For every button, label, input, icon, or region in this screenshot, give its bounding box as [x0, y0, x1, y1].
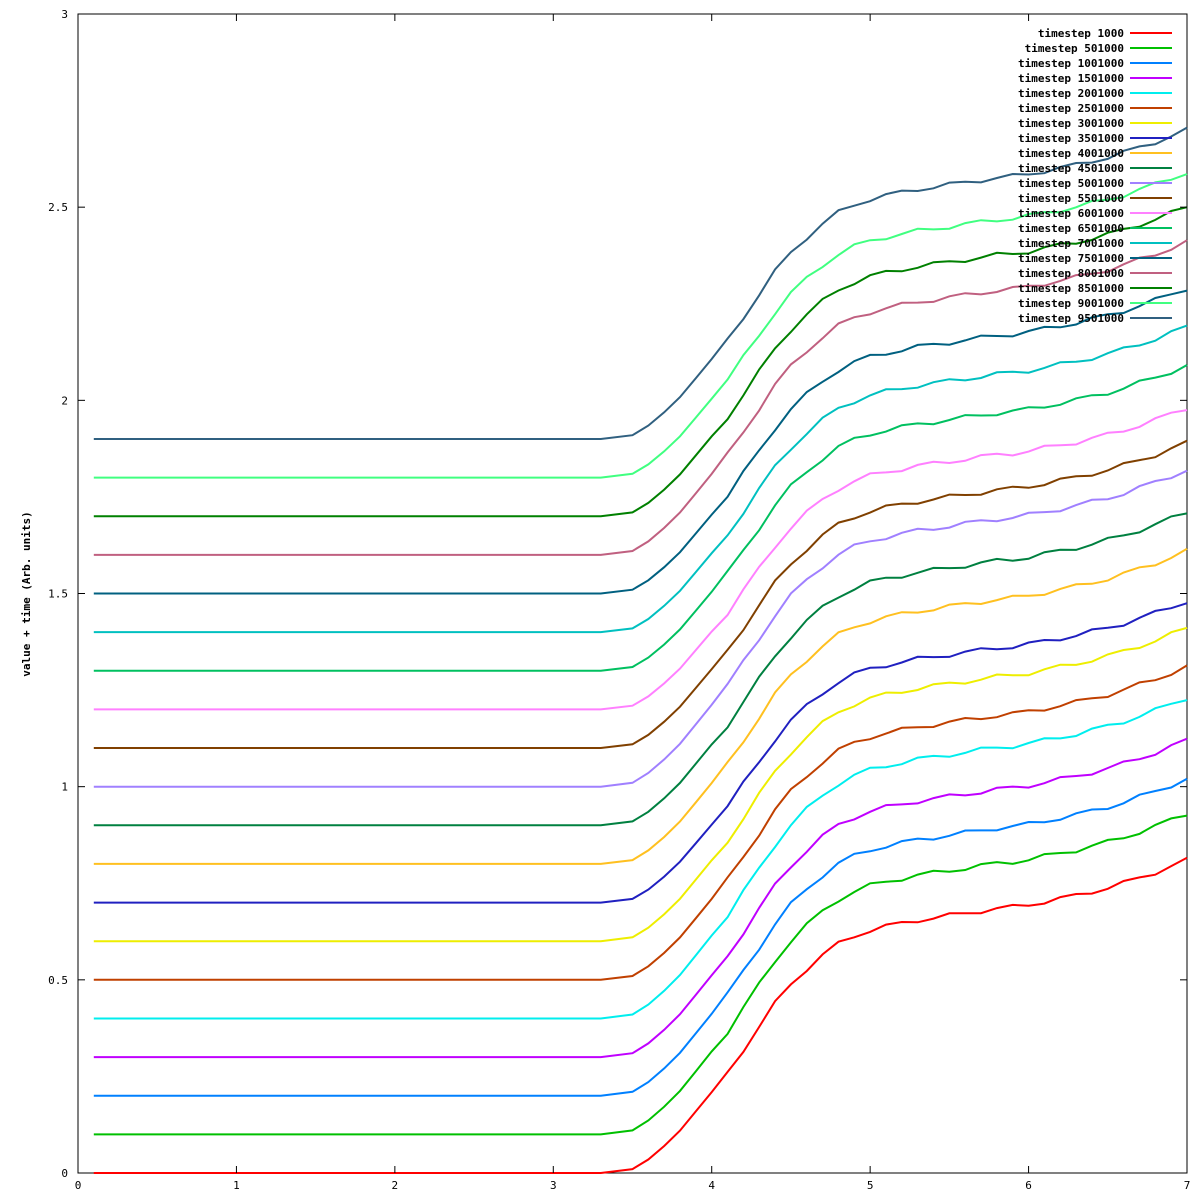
- x-tick-label: 0: [75, 1179, 82, 1192]
- series-line: [93, 664, 1188, 981]
- series-line: [93, 777, 1188, 1097]
- legend-label: timestep 8001000: [1018, 267, 1124, 280]
- x-tick-label: 3: [550, 1179, 557, 1192]
- series-layer: [93, 126, 1188, 1174]
- legend-label: timestep 3501000: [1018, 132, 1124, 145]
- legend-label: timestep 7001000: [1018, 237, 1124, 250]
- series-line: [93, 173, 1188, 479]
- series-line: [93, 439, 1188, 749]
- legend-label: timestep 9501000: [1018, 312, 1124, 325]
- legend-label: timestep 4501000: [1018, 162, 1124, 175]
- series-line: [93, 626, 1188, 943]
- y-axis-label: value + time (Arb. units): [20, 511, 33, 677]
- series-line: [93, 814, 1188, 1136]
- axis-layer: 0 1 2 3 4 5 6 7 0 0.5 1 1.5 2 2.5 3: [48, 8, 1190, 1192]
- series-line: [93, 324, 1188, 634]
- legend-label: timestep 1000: [1038, 27, 1124, 40]
- series-line: [93, 289, 1188, 595]
- series-line: [93, 469, 1188, 788]
- legend-label: timestep 2501000: [1018, 102, 1124, 115]
- series-line: [93, 126, 1188, 440]
- series-line: [93, 512, 1188, 827]
- x-tick-label: 6: [1025, 1179, 1032, 1192]
- legend-label: timestep 8501000: [1018, 282, 1124, 295]
- series-line: [93, 547, 1188, 865]
- legend-label: timestep 501000: [1025, 42, 1124, 55]
- legend-label: timestep 3001000: [1018, 117, 1124, 130]
- y-tick-label: 1.5: [48, 588, 68, 601]
- legend-label: timestep 1001000: [1018, 57, 1124, 70]
- legend-label: timestep 6001000: [1018, 207, 1124, 220]
- series-line: [93, 239, 1188, 556]
- legend-label: timestep 5001000: [1018, 177, 1124, 190]
- y-tick-label: 3: [61, 8, 68, 21]
- series-line: [93, 737, 1188, 1059]
- x-tick-label: 7: [1184, 1179, 1191, 1192]
- legend-label: timestep 6501000: [1018, 222, 1124, 235]
- series-line: [93, 602, 1188, 904]
- x-tick-label: 5: [867, 1179, 874, 1192]
- legend-label: timestep 2001000: [1018, 87, 1124, 100]
- x-tick-label: 4: [708, 1179, 715, 1192]
- series-line: [93, 409, 1188, 711]
- series-line: [93, 699, 1188, 1020]
- legend-label: timestep 5501000: [1018, 192, 1124, 205]
- y-tick-label: 0.5: [48, 974, 68, 987]
- y-tick-label: 2: [61, 394, 68, 407]
- y-tick-label: 0: [61, 1167, 68, 1180]
- series-line: [93, 856, 1188, 1174]
- series-line: [93, 206, 1188, 518]
- y-tick-label: 2.5: [48, 201, 68, 214]
- legend: timestep 1000 timestep 501000 timestep 100…: [1018, 27, 1172, 325]
- legend-label: timestep 9001000: [1018, 297, 1124, 310]
- x-tick-label: 2: [392, 1179, 399, 1192]
- y-tick-label: 1: [61, 781, 68, 794]
- legend-label: timestep 1501000: [1018, 72, 1124, 85]
- legend-label: timestep 7501000: [1018, 252, 1124, 265]
- x-tick-label: 1: [233, 1179, 240, 1192]
- series-line: [93, 364, 1188, 672]
- legend-label: timestep 4001000: [1018, 147, 1124, 160]
